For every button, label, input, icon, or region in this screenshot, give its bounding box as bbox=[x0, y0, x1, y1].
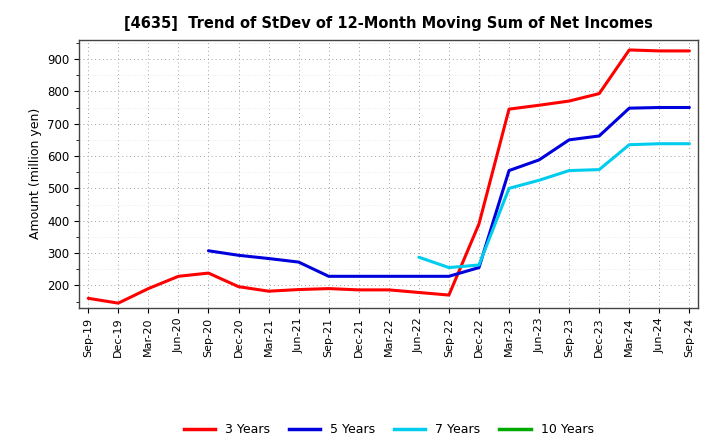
5 Years bbox=[474, 265, 483, 270]
5 Years bbox=[234, 253, 243, 258]
3 Years bbox=[535, 103, 544, 108]
7 Years bbox=[564, 168, 573, 173]
3 Years bbox=[204, 271, 213, 276]
7 Years bbox=[505, 186, 513, 191]
5 Years bbox=[625, 106, 634, 111]
Line: 7 Years: 7 Years bbox=[419, 144, 689, 268]
3 Years bbox=[84, 296, 93, 301]
5 Years bbox=[655, 105, 664, 110]
3 Years bbox=[174, 274, 183, 279]
7 Years bbox=[415, 255, 423, 260]
7 Years bbox=[685, 141, 693, 147]
5 Years bbox=[264, 256, 273, 261]
7 Years bbox=[655, 141, 664, 147]
5 Years bbox=[415, 274, 423, 279]
3 Years bbox=[595, 91, 603, 96]
3 Years bbox=[354, 287, 363, 293]
5 Years bbox=[505, 168, 513, 173]
5 Years bbox=[294, 260, 303, 265]
7 Years bbox=[474, 262, 483, 268]
Line: 3 Years: 3 Years bbox=[89, 50, 689, 303]
3 Years bbox=[564, 99, 573, 104]
7 Years bbox=[625, 142, 634, 147]
3 Years bbox=[325, 286, 333, 291]
3 Years bbox=[655, 48, 664, 54]
5 Years bbox=[535, 157, 544, 162]
3 Years bbox=[144, 286, 153, 291]
Y-axis label: Amount (million yen): Amount (million yen) bbox=[29, 108, 42, 239]
5 Years bbox=[685, 105, 693, 110]
Legend: 3 Years, 5 Years, 7 Years, 10 Years: 3 Years, 5 Years, 7 Years, 10 Years bbox=[179, 418, 598, 440]
3 Years bbox=[625, 48, 634, 53]
3 Years bbox=[114, 301, 122, 306]
3 Years bbox=[505, 106, 513, 112]
5 Years bbox=[384, 274, 393, 279]
3 Years bbox=[474, 221, 483, 227]
5 Years bbox=[444, 274, 453, 279]
5 Years bbox=[564, 137, 573, 143]
3 Years bbox=[264, 289, 273, 294]
Title: [4635]  Trend of StDev of 12-Month Moving Sum of Net Incomes: [4635] Trend of StDev of 12-Month Moving… bbox=[125, 16, 653, 32]
7 Years bbox=[535, 178, 544, 183]
5 Years bbox=[595, 133, 603, 139]
7 Years bbox=[595, 167, 603, 172]
3 Years bbox=[234, 284, 243, 289]
7 Years bbox=[444, 265, 453, 270]
Line: 5 Years: 5 Years bbox=[209, 107, 689, 276]
3 Years bbox=[384, 287, 393, 293]
3 Years bbox=[294, 287, 303, 292]
5 Years bbox=[354, 274, 363, 279]
3 Years bbox=[444, 293, 453, 298]
5 Years bbox=[204, 248, 213, 253]
3 Years bbox=[415, 290, 423, 295]
3 Years bbox=[685, 48, 693, 54]
5 Years bbox=[325, 274, 333, 279]
